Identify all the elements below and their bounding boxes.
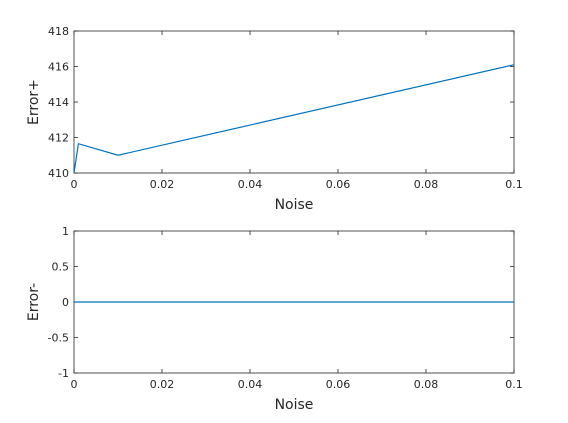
y-tick-label: 0	[62, 296, 69, 309]
error-plus-plot: 0 0.02 0.04 0.06 0.08 0.1 410 412 414 416 418 Noise…	[26, 25, 523, 213]
y-tick-label: 414	[48, 96, 69, 109]
y-tick-label: 1	[62, 225, 69, 238]
y-tick-label: 410	[48, 167, 69, 180]
x-tick-label: 0	[71, 178, 78, 191]
x-tick-label: 0.08	[414, 178, 439, 191]
x-tick-label: 0.1	[505, 178, 523, 191]
x-axis-label: Noise	[275, 397, 314, 413]
error-minus-plot: 0 0.02 0.04 0.06 0.08 0.1 -1 -0.5 0 0.5 1 Noise Erro…	[26, 225, 523, 413]
y-axis-label: Error-	[26, 283, 42, 321]
y-axis-label: Error+	[26, 79, 42, 125]
x-tick-label: 0.04	[238, 178, 263, 191]
y-tick-label: -0.5	[48, 332, 69, 345]
y-tick-label: 412	[48, 132, 69, 145]
x-tick-label: 0.1	[505, 378, 523, 391]
y-tick-label: 416	[48, 61, 69, 74]
plot-frame	[73, 30, 515, 174]
series-line-0	[73, 64, 515, 174]
x-tick-label: 0	[71, 378, 78, 391]
x-tick-label: 0.06	[326, 178, 351, 191]
x-tick-label: 0.04	[238, 378, 263, 391]
x-tick-label: 0.08	[414, 378, 439, 391]
y-tick-label: -1	[58, 367, 69, 380]
x-tick-label: 0.06	[326, 378, 351, 391]
y-tick-label: 0.5	[52, 261, 70, 274]
y-tick-label: 418	[48, 25, 69, 38]
x-tick-label: 0.02	[150, 178, 175, 191]
x-tick-label: 0.02	[150, 378, 175, 391]
x-axis-label: Noise	[275, 197, 314, 213]
